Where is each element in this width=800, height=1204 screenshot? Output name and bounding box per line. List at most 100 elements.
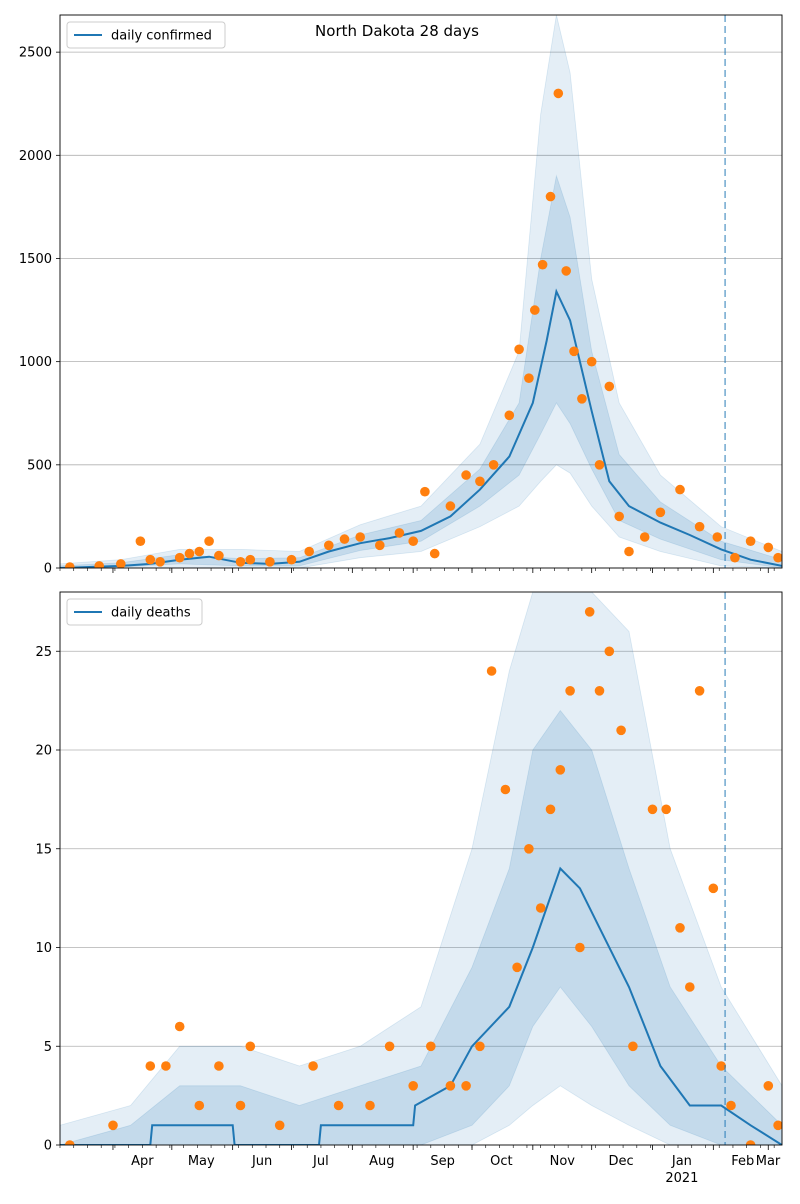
data-point-observed (214, 550, 224, 561)
x-tick-label: Feb (731, 1154, 754, 1169)
data-point-observed (500, 784, 511, 795)
legend-label: daily deaths (111, 606, 191, 621)
legend-box (66, 598, 203, 626)
data-point-observed (730, 552, 740, 563)
data-point-observed (384, 1041, 395, 1052)
data-point-observed (194, 546, 205, 557)
chart-title: North Dakota 28 days (315, 22, 479, 40)
data-point-observed (214, 1061, 224, 1071)
data-point-observed (429, 548, 440, 559)
data-point-observed (445, 501, 456, 511)
data-point-observed (763, 542, 774, 553)
data-point-observed (763, 1081, 774, 1091)
confidence-band-inner (60, 709, 782, 1145)
data-point-observed (594, 686, 605, 696)
data-point-observed (514, 344, 524, 355)
data-point-observed (535, 903, 546, 913)
data-point-observed (628, 1041, 638, 1052)
x-tick-label: Nov (550, 1154, 576, 1169)
legend: daily deaths (66, 598, 203, 626)
legend-box (66, 21, 226, 49)
data-point-observed (339, 534, 350, 544)
x-tick-label: Aug (369, 1154, 394, 1169)
data-point-observed (265, 557, 275, 567)
data-point-observed (65, 562, 75, 568)
data-point-observed (584, 607, 595, 617)
y-tick-label: 2000 (19, 149, 52, 164)
data-point-observed (486, 666, 497, 676)
data-point-observed (565, 686, 575, 696)
x-tick-label: Jan (671, 1154, 692, 1169)
data-point-observed (537, 259, 548, 270)
data-point-observed (475, 1041, 485, 1052)
data-point-observed (324, 540, 334, 551)
data-point-observed (394, 528, 405, 538)
data-point-observed (694, 521, 705, 532)
data-point-observed (624, 546, 634, 557)
x-tick-label-year: 2021 (665, 1171, 698, 1186)
confirmed-panel: 0 500 1000 1500 2000 2500 daily confirmed (19, 14, 783, 577)
data-point-observed (675, 484, 685, 495)
x-tick-label: Dec (609, 1154, 634, 1169)
plot-area (60, 15, 782, 568)
data-point-observed (604, 381, 615, 392)
data-point-observed (545, 191, 556, 202)
plot-area (60, 592, 782, 1145)
data-point-observed (512, 962, 522, 973)
data-point-observed (174, 1021, 185, 1032)
data-point-observed (461, 1081, 471, 1091)
data-point-observed (577, 394, 587, 404)
data-point-observed (694, 686, 705, 696)
data-point-observed (184, 548, 195, 559)
data-point-observed (194, 1100, 205, 1111)
data-point-observed (245, 554, 256, 565)
data-point-observed (708, 883, 719, 894)
y-tick-label: 0 (44, 1139, 52, 1154)
data-point-observed (530, 305, 540, 315)
data-point-observed (408, 1081, 419, 1091)
data-point-observed (94, 561, 104, 568)
legend-label: daily confirmed (111, 29, 212, 44)
data-point-observed (445, 1081, 456, 1091)
data-point-observed (745, 536, 756, 546)
data-point-observed (555, 765, 566, 775)
legend: daily confirmed (66, 21, 226, 49)
data-point-observed (304, 546, 315, 557)
data-point-observed (245, 1041, 256, 1052)
data-point-observed (235, 557, 246, 567)
data-point-observed (488, 460, 499, 470)
data-point-observed (426, 1041, 436, 1052)
data-point-observed (716, 1061, 726, 1071)
data-point-observed (355, 532, 366, 542)
data-point-observed (647, 804, 658, 815)
data-point-observed (286, 554, 297, 565)
data-point-observed (475, 476, 485, 487)
data-point-observed (274, 1120, 285, 1131)
axes-frame (59, 591, 783, 1146)
data-point-observed (135, 536, 146, 546)
x-tick-label: Jun (251, 1154, 272, 1169)
data-point-observed (594, 460, 605, 470)
y-tick-label: 5 (44, 1040, 52, 1055)
data-point-observed (569, 346, 579, 357)
y-tick-label: 0 (44, 562, 52, 577)
data-point-observed (161, 1061, 171, 1071)
confidence-band-inner (60, 174, 782, 568)
data-point-observed (408, 536, 419, 546)
y-tick-label: 10 (35, 941, 52, 956)
data-point-observed (575, 942, 585, 953)
data-point-observed (712, 532, 723, 542)
x-tick-label: Jul (312, 1154, 329, 1169)
data-point-observed (604, 646, 615, 657)
series-line-model (60, 288, 782, 568)
x-tick-label: Mar (756, 1154, 781, 1169)
data-point-observed (308, 1061, 318, 1071)
data-point-observed (145, 554, 156, 565)
data-point-observed (616, 725, 626, 736)
deaths-panel: 0 5 10 15 20 25 Apr May Jun Jul Aug Sep Oct Nov Dec Jan… (35, 591, 783, 1186)
data-point-observed (333, 1100, 344, 1111)
data-point-observed (586, 356, 597, 367)
confidence-band-outer (60, 15, 782, 568)
